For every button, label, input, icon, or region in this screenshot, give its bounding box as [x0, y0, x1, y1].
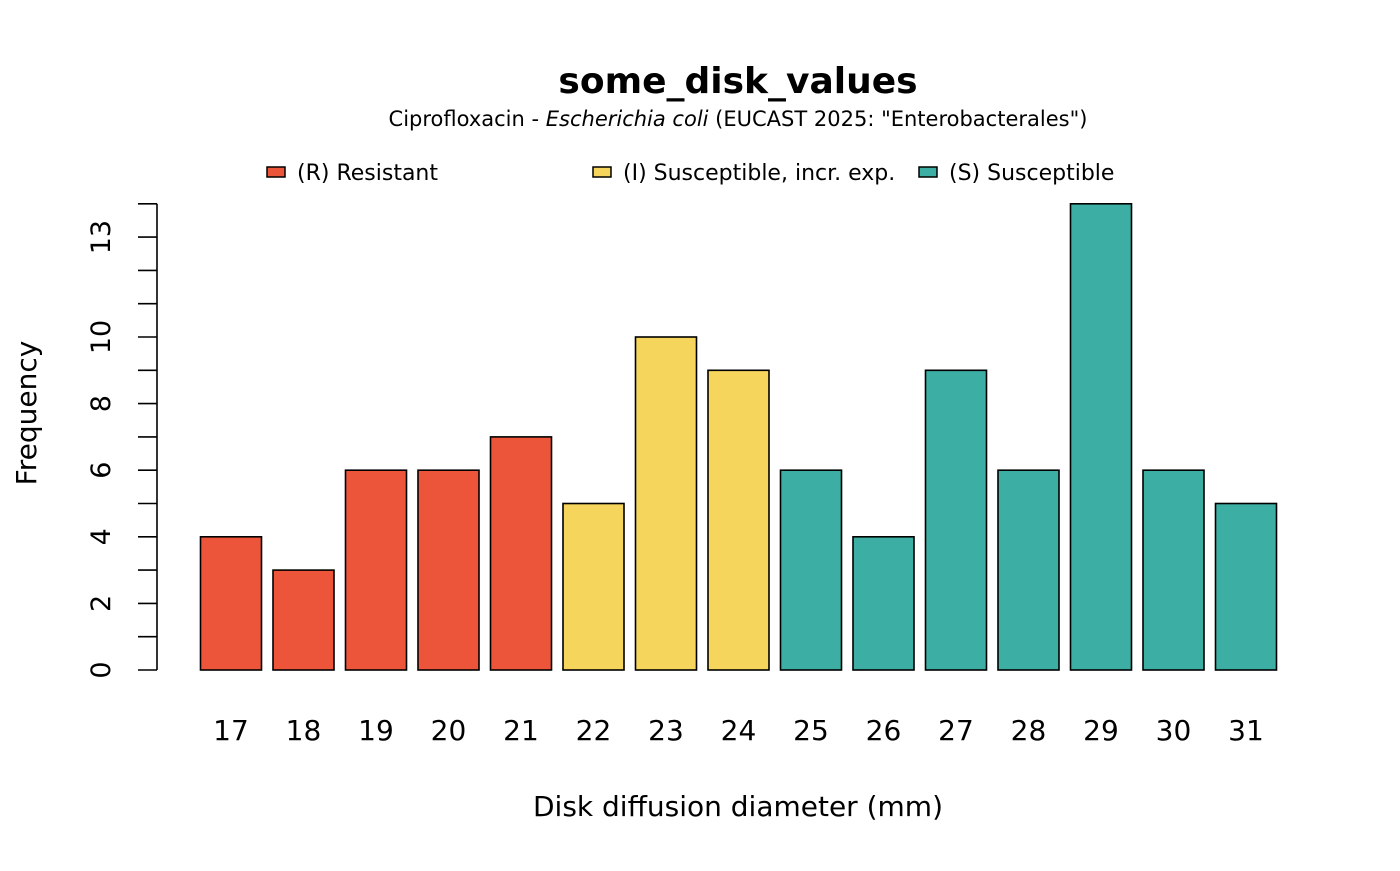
legend: (R) Resistant (I) Susceptible, incr. exp.… — [266, 161, 1114, 186]
bar-17 — [199, 535, 263, 671]
bar-19 — [344, 469, 408, 671]
legend-swatch-R — [266, 166, 286, 178]
bar-29 — [1069, 203, 1133, 671]
bar-18 — [272, 569, 335, 671]
bar-28 — [997, 469, 1060, 671]
legend-label-R: (R) Resistant — [297, 161, 438, 186]
bar-22 — [562, 502, 625, 671]
x-tick-label-17: 17 — [213, 714, 249, 747]
subtitle-drug: Ciprofloxacin - — [389, 107, 546, 131]
chart-subtitle: Ciprofloxacin - Escherichia coli (EUCAST… — [389, 107, 1088, 131]
x-axis-labels: 17 18 19 20 21 22 23 24 25 26 27 28 29 30 31 — [213, 714, 1264, 747]
x-tick-label-24: 24 — [721, 714, 757, 747]
x-tick-label-18: 18 — [286, 714, 322, 747]
bar-23 — [634, 336, 698, 671]
x-tick-label-28: 28 — [1011, 714, 1047, 747]
bar-20 — [417, 469, 480, 671]
x-tick-label-30: 30 — [1156, 714, 1192, 747]
bar-26 — [852, 535, 915, 671]
x-tick-label-26: 26 — [866, 714, 902, 747]
y-tick-label-10: 10 — [86, 320, 117, 354]
x-tick-label-20: 20 — [431, 714, 467, 747]
legend-swatch-I — [592, 166, 612, 178]
y-tick-label-8: 8 — [86, 395, 117, 412]
y-tick-label-4: 4 — [86, 528, 117, 545]
bar-31 — [1214, 502, 1278, 671]
x-tick-label-22: 22 — [576, 714, 612, 747]
y-tick-label-0: 0 — [86, 661, 117, 678]
legend-label-I: (I) Susceptible, incr. exp. — [623, 161, 895, 186]
x-tick-label-27: 27 — [938, 714, 974, 747]
chart-title: some_disk_values — [558, 61, 917, 102]
legend-swatch-S — [918, 166, 938, 178]
x-tick-label-25: 25 — [793, 714, 829, 747]
x-tick-label-29: 29 — [1083, 714, 1119, 747]
legend-label-S: (S) Susceptible — [949, 161, 1114, 186]
subtitle-organism: Escherichia coli — [546, 107, 709, 131]
y-tick-label-13: 13 — [86, 220, 117, 254]
y-axis: 0 2 4 6 8 10 13 — [86, 203, 158, 679]
bar-25 — [779, 469, 843, 671]
bar-21 — [489, 436, 553, 671]
x-tick-label-21: 21 — [503, 714, 539, 747]
x-axis-label: Disk diffusion diameter (mm) — [533, 790, 943, 823]
bar-30 — [1142, 469, 1205, 671]
x-tick-label-23: 23 — [648, 714, 684, 747]
subtitle-guideline: (EUCAST 2025: "Enterobacterales") — [709, 107, 1088, 131]
x-tick-label-31: 31 — [1228, 714, 1264, 747]
y-tick-label-6: 6 — [86, 462, 117, 479]
bars — [199, 203, 1278, 671]
y-tick-label-2: 2 — [86, 595, 117, 612]
bar-27 — [924, 369, 988, 671]
bar-24 — [707, 369, 770, 671]
y-axis-label: Frequency — [10, 341, 43, 486]
x-tick-label-19: 19 — [358, 714, 394, 747]
